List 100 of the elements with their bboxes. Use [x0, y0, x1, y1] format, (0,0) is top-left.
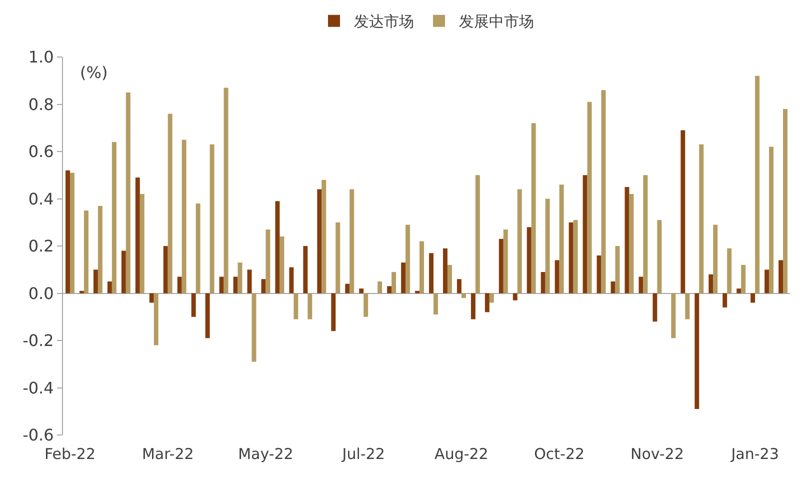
y-axis-title: (%) — [80, 63, 108, 82]
bar — [601, 90, 606, 294]
bar — [364, 293, 368, 317]
bar — [107, 281, 112, 294]
bar — [699, 144, 704, 294]
bar — [191, 293, 196, 317]
bar — [392, 272, 396, 294]
bar — [750, 293, 756, 303]
bar — [219, 276, 224, 294]
bar — [694, 293, 700, 410]
bar — [163, 246, 168, 294]
bar — [140, 194, 144, 294]
y-tick-label: -0.2 — [22, 331, 54, 350]
bar — [280, 236, 284, 294]
y-tick-label: 0.4 — [28, 189, 54, 208]
bar — [489, 293, 494, 303]
bar — [266, 229, 270, 294]
bar — [526, 227, 532, 294]
bar — [708, 274, 714, 294]
bar — [727, 248, 732, 294]
legend-label: 发展中市场 — [459, 12, 534, 31]
bar — [741, 264, 746, 294]
x-tick-label: Jan-23 — [730, 445, 779, 463]
bar — [238, 262, 242, 294]
bar — [401, 262, 406, 294]
y-tick-label: 0.0 — [28, 284, 54, 303]
bar — [652, 293, 658, 322]
bar — [545, 198, 550, 294]
bar — [345, 284, 350, 294]
bar — [415, 290, 420, 294]
bar — [443, 248, 448, 294]
bar — [573, 220, 578, 294]
bar — [275, 201, 280, 294]
bar — [429, 253, 434, 294]
bar — [638, 276, 644, 294]
bar — [461, 293, 466, 298]
bar — [126, 92, 130, 294]
bar — [531, 123, 536, 294]
bar — [308, 293, 312, 320]
bar — [456, 279, 462, 294]
bar — [336, 222, 340, 294]
bar — [778, 260, 784, 294]
bar — [350, 189, 354, 294]
bar — [93, 270, 98, 294]
y-tick-label: -0.6 — [22, 426, 54, 445]
bar — [470, 293, 476, 320]
bar — [475, 175, 480, 294]
bar — [680, 130, 686, 294]
bar — [559, 184, 564, 294]
bar — [629, 194, 634, 294]
bar — [596, 255, 602, 294]
bar — [568, 222, 574, 294]
bar — [433, 293, 438, 315]
bar — [657, 220, 662, 294]
bar — [121, 250, 126, 294]
bar — [755, 76, 760, 294]
bar — [554, 260, 560, 294]
bar — [233, 276, 238, 294]
bar — [154, 293, 158, 346]
bar — [252, 293, 256, 362]
bar — [387, 286, 392, 294]
x-tick-label: Mar-22 — [142, 445, 194, 463]
bar — [177, 276, 182, 294]
bar — [112, 142, 116, 294]
bar — [685, 293, 690, 320]
bar — [378, 281, 382, 294]
bar — [84, 210, 88, 294]
bar — [736, 288, 742, 294]
bar — [713, 224, 718, 294]
bar — [331, 293, 336, 332]
bar — [498, 238, 504, 294]
bar — [205, 293, 210, 338]
bar — [317, 189, 322, 294]
bar — [769, 146, 774, 294]
x-tick-label: Aug-22 — [434, 445, 488, 463]
y-tick-label: 1.0 — [28, 48, 54, 67]
bar — [517, 189, 522, 294]
bar — [722, 293, 728, 308]
bar — [406, 224, 410, 294]
bar — [540, 272, 546, 294]
x-tick-label: Nov-22 — [630, 445, 684, 463]
bar — [66, 170, 70, 294]
bar — [182, 140, 186, 294]
bar — [671, 293, 676, 338]
x-tick-label: Oct-22 — [534, 445, 585, 463]
bar — [247, 270, 252, 294]
y-tick-label: 0.2 — [28, 236, 54, 256]
bar — [587, 102, 592, 294]
x-tick-label: Feb-22 — [44, 445, 96, 463]
bar — [610, 281, 616, 294]
x-tick-label: May-22 — [238, 445, 294, 463]
bar — [168, 114, 172, 294]
bar — [447, 264, 452, 294]
bar — [582, 175, 588, 294]
bar — [764, 270, 770, 294]
bar — [98, 206, 102, 294]
y-tick-label: 0.6 — [28, 142, 54, 162]
bar — [80, 290, 84, 294]
bar — [294, 293, 298, 320]
bar — [512, 293, 518, 300]
